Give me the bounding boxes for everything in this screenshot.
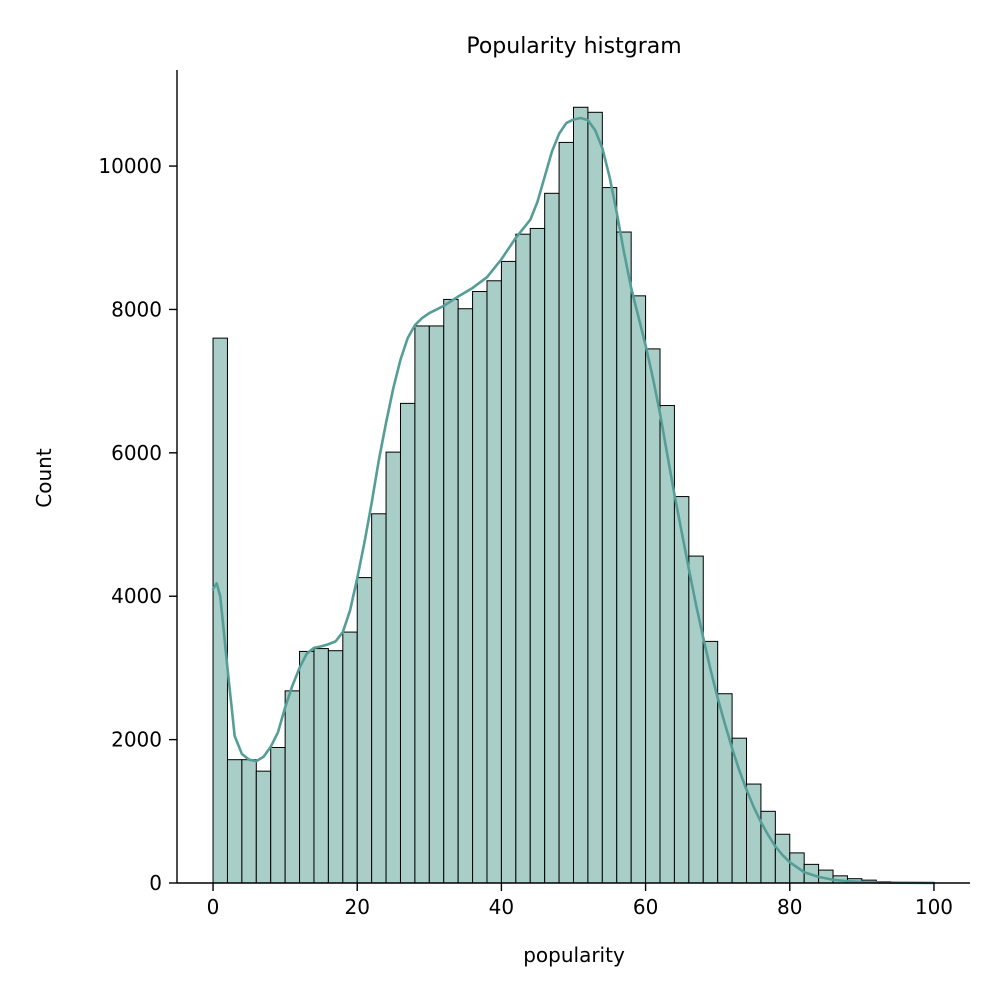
histogram-bar [500,260,517,884]
x-axis-label: popularity [523,943,625,967]
histogram-bar [601,187,618,884]
histogram-bar [299,650,315,884]
x-tick-label: 40 [489,895,514,919]
histogram-bar [385,451,401,884]
histogram-bar [371,513,387,884]
histogram-bar [529,227,546,884]
y-tick-label: 8000 [111,297,162,321]
kde-curve [211,116,936,885]
histogram-bar [327,650,344,884]
histogram-bar [284,690,301,884]
histogram-bar [746,783,762,884]
histogram-bar [760,810,776,884]
x-tick-label: 20 [345,895,370,919]
histogram-bar [399,402,416,884]
y-axis-ticks: 0 2000 4000 6000 8000 10000 [98,154,177,895]
histogram-bar [616,231,632,884]
histogram-bar [428,325,445,884]
x-tick-label: 0 [207,895,220,919]
histogram-bar [573,106,589,884]
histogram-bar [702,640,719,884]
histogram-bar [313,648,329,884]
histogram-bar [342,631,358,884]
histogram-bars [212,106,935,884]
histogram-bar [486,280,502,884]
histogram-bar [270,747,286,884]
histogram-bar [356,577,373,884]
histogram-bar [558,141,575,884]
y-tick-label: 2000 [111,728,162,752]
histogram-bar [226,759,243,884]
histogram-bar [212,337,228,884]
histogram-bar [645,348,661,884]
y-axis-label: Count [32,448,56,508]
y-tick-label: 6000 [111,441,162,465]
histogram-bar [414,325,430,884]
histogram-bar [731,737,748,884]
histogram-bar [472,291,488,884]
histogram-bar [544,192,560,884]
chart-title: Popularity histgram [466,34,681,59]
histogram-bar [255,770,272,884]
histogram-bar [630,295,647,884]
y-tick-label: 10000 [98,154,162,178]
histogram-bar [457,308,474,884]
y-tick-label: 4000 [111,584,162,608]
histogram-bar [587,111,603,884]
histogram-bar [241,759,257,884]
x-tick-label: 60 [633,895,658,919]
x-tick-label: 80 [777,895,802,919]
y-tick-label: 0 [149,871,162,895]
histogram-bar [515,233,531,884]
x-axis-ticks: 0 20 40 60 80 100 [207,883,953,919]
histogram-bar [443,298,459,884]
x-tick-label: 100 [915,895,953,919]
